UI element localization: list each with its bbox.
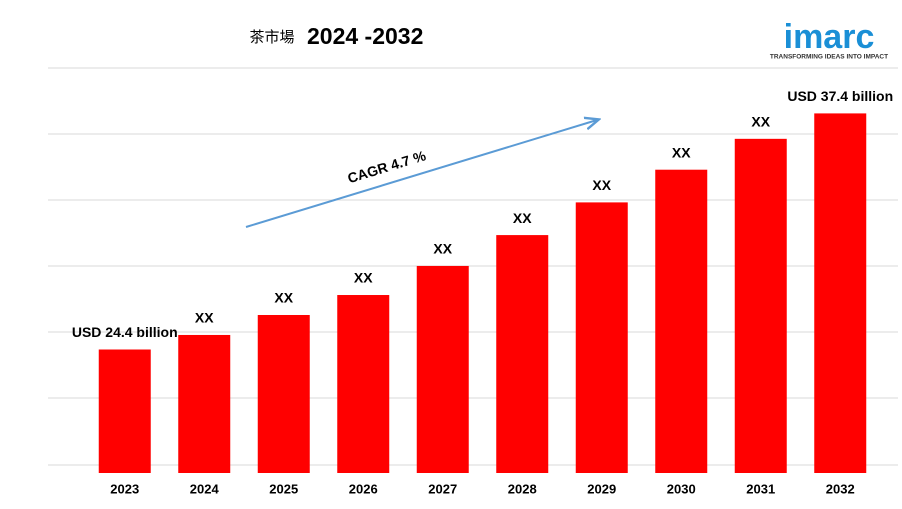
bar [734,138,787,473]
x-tick-label: 2027 [428,481,457,496]
cagr-annotation: CAGR 4.7 % [346,147,429,186]
bar [416,265,469,473]
x-tick-label: 2023 [110,481,139,496]
value-label: USD 37.4 billion [787,88,893,104]
bar [575,202,628,473]
value-label: XX [274,290,293,306]
value-label: XX [195,310,214,326]
value-label: XX [513,210,532,226]
value-label: XX [672,144,691,160]
logo-tagline: TRANSFORMING IDEAS INTO IMPACT [770,54,888,61]
bar [814,113,867,473]
value-label: XX [751,114,770,130]
x-tick-label: 2031 [746,481,775,496]
bar [98,349,151,473]
x-tick-label: 2032 [826,481,855,496]
bar [655,169,708,473]
x-tick-label: 2030 [667,481,696,496]
trend-arrow [245,120,597,228]
bar [337,295,390,473]
x-tick-label: 2026 [349,481,378,496]
x-tick-label: 2025 [269,481,298,496]
bar [257,314,310,473]
value-label: XX [592,177,611,193]
chart-subtitle: 2024 -2032 [307,23,423,49]
value-label: USD 24.4 billion [72,324,178,340]
bar [178,334,231,473]
chart-title: 茶市場 [249,29,294,46]
x-tick-label: 2024 [190,481,220,496]
logo-name: imarc [784,18,875,56]
x-tick-label: 2028 [508,481,537,496]
x-tick-label: 2029 [587,481,616,496]
bar [496,235,549,473]
value-label: XX [433,241,452,257]
value-label: XX [354,270,373,286]
